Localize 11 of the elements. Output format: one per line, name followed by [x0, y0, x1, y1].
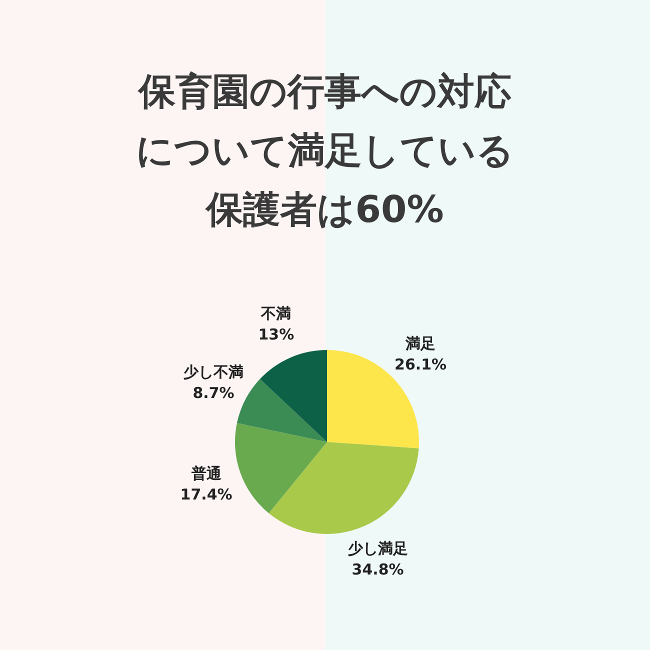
data-label: 13% — [258, 326, 294, 344]
data-label: 34.8% — [352, 560, 404, 578]
slice-label: 少し不満 — [184, 362, 244, 381]
chart-title: 保育園の行事への対応について満足している保護者は60% — [135, 69, 515, 233]
slice-label: 満足 — [404, 334, 436, 353]
slice-label: 不満 — [260, 304, 292, 323]
slice-label: 普通 — [190, 464, 222, 483]
data-label: 17.4% — [180, 486, 232, 504]
data-label: 26.1% — [394, 356, 447, 374]
data-label: 8.7% — [192, 384, 234, 402]
slice-label: 少し満足 — [348, 539, 408, 558]
